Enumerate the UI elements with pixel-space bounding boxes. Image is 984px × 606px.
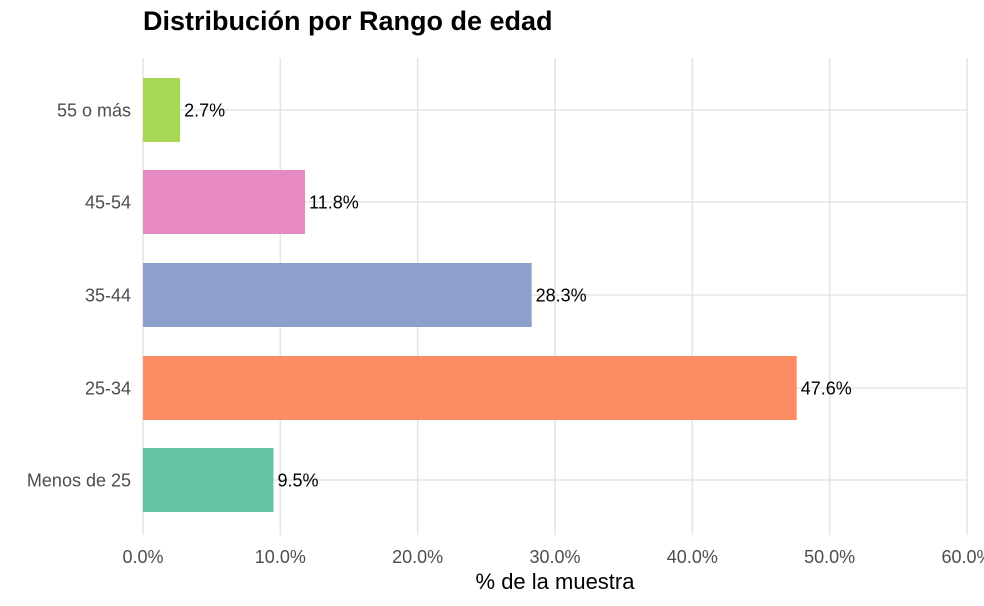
x-tick-label: 10.0% xyxy=(255,547,306,567)
x-axis-ticks: 0.0% 10.0% 20.0% 30.0% 40.0% 50.0% 60.0% xyxy=(122,547,984,567)
bar xyxy=(143,170,306,234)
bar xyxy=(143,448,274,512)
y-tick-label: 25-34 xyxy=(85,379,131,399)
x-tick-label: 40.0% xyxy=(667,547,718,567)
bar xyxy=(143,78,181,142)
x-tick-label: 20.0% xyxy=(392,547,443,567)
bar-value-label: 11.8% xyxy=(309,193,359,213)
bar-labels: 9.5% 47.6% 28.3% 11.8% 2.7% xyxy=(184,101,852,491)
y-tick-label: 45-54 xyxy=(85,193,131,213)
bars xyxy=(143,78,797,512)
bar-value-label: 47.6% xyxy=(801,379,852,399)
x-tick-label: 30.0% xyxy=(529,547,580,567)
y-tick-label: Menos de 25 xyxy=(27,471,131,491)
y-tick-label: 35-44 xyxy=(85,286,131,306)
bar-value-label: 2.7% xyxy=(184,101,225,121)
y-tick-label: 55 o más xyxy=(57,101,131,121)
y-axis-ticks: Menos de 25 25-34 35-44 45-54 55 o más xyxy=(27,101,131,491)
bar xyxy=(143,263,532,327)
bar xyxy=(143,356,797,420)
x-tick-label: 50.0% xyxy=(804,547,855,567)
bar-value-label: 28.3% xyxy=(536,286,587,306)
bar-value-label: 9.5% xyxy=(277,471,318,491)
x-tick-label: 60.0% xyxy=(941,547,984,567)
x-tick-label: 0.0% xyxy=(122,547,163,567)
chart-title: Distribución por Rango de edad xyxy=(143,6,553,36)
x-axis-title: % de la muestra xyxy=(476,569,636,594)
